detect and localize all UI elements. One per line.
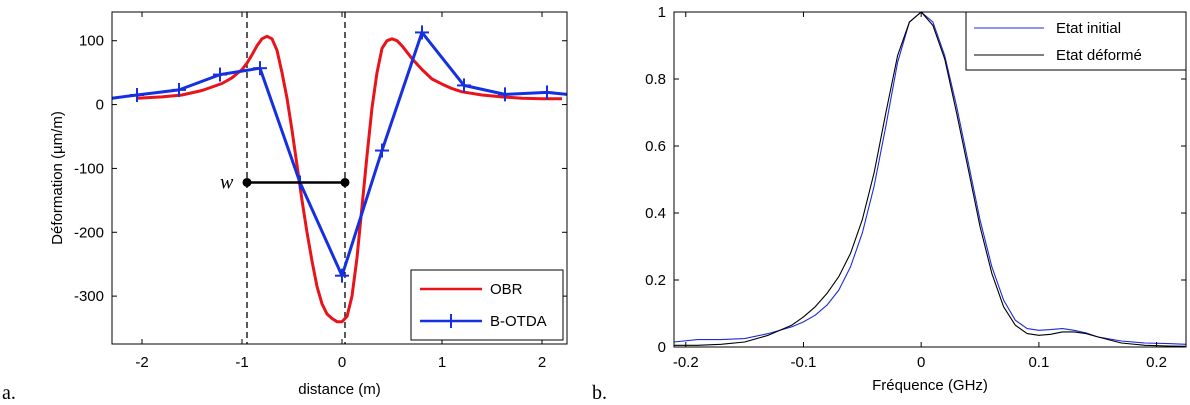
chart-b-panel-label: b. [592,382,607,404]
chart-b-axes-box [673,11,1187,348]
chart-a-axes-box [111,11,568,345]
chart-b-ticks: -0.2 -0.1 0 0.1 0.2 0 0.2 0.4 0.6 0.8 1 [645,4,1186,371]
chart-b-ytick-label: 0.8 [645,71,666,88]
chart-b-ytick-label: 0.6 [645,138,666,155]
chart-b-ytick-label: 0 [658,339,666,356]
chart-b-xtick-label: -0.1 [791,354,817,371]
chart-b-ytick-label: 0.4 [645,205,666,222]
chart-a-xtick-label: -2 [135,354,148,371]
chart-a-xtick-label: -1 [235,354,248,371]
chart-a-ylabel: Déformation (µm/m) [49,111,66,245]
legend-label-etat-initial: Etat initial [1056,20,1121,37]
chart-b-xtick-label: 0.2 [1146,354,1167,371]
chart-b-ytick-label: 0.2 [645,272,666,289]
series-line-obr [136,34,562,324]
chart-a: w -2 -1 0 1 2 100 0 -100 -200 -300 distance (m) D… [2,11,568,404]
annotation-w-label: w [220,171,234,193]
chart-b-xtick-label: -0.2 [673,354,699,371]
chart-a-xlabel: distance (m) [298,381,381,398]
chart-b-xtick-label: 0.1 [1028,354,1049,371]
series-line-etat-initial [673,11,1187,345]
legend-label-etat-deforme: Etat déformé [1056,47,1142,64]
chart-b-xtick-label: 0 [917,354,925,371]
chart-b-series [673,11,1187,347]
chart-a-ytick-label: 100 [79,33,104,50]
chart-a-ticks: -2 -1 0 1 2 100 0 -100 -200 -300 [74,12,567,371]
chart-a-ytick-label: -200 [74,224,104,241]
chart-b-legend: Etat initial Etat déformé [965,11,1187,71]
chart-b: -0.2 -0.1 0 0.1 0.2 0 0.2 0.4 0.6 0.8 1 Fréquence … [592,4,1187,404]
legend-label-obr: OBR [490,281,523,298]
chart-a-ytick-label: -300 [74,288,104,305]
chart-a-legend: OBR B-OTDA [410,269,564,341]
chart-a-ytick-label: 0 [96,97,104,114]
chart-a-panel-label: a. [2,382,16,404]
chart-b-xlabel: Fréquence (GHz) [872,377,988,394]
chart-b-legend-box [965,11,1187,71]
chart-a-xtick-label: 1 [438,354,446,371]
chart-a-ytick-label: -100 [74,160,104,177]
chart-b-ytick-label: 1 [658,4,666,21]
chart-a-legend-box [410,269,564,341]
chart-a-xtick-label: 2 [538,354,546,371]
series-line-etat-deforme [674,11,1187,347]
legend-label-botda: B-OTDA [490,313,547,330]
chart-a-annotation: w [220,171,350,193]
chart-a-xtick-label: 0 [338,354,346,371]
chart-a-series [111,25,568,324]
chart-a-window-lines [246,12,346,344]
annotation-w-dot-left [242,177,252,187]
annotation-w-dot-right [340,177,350,187]
